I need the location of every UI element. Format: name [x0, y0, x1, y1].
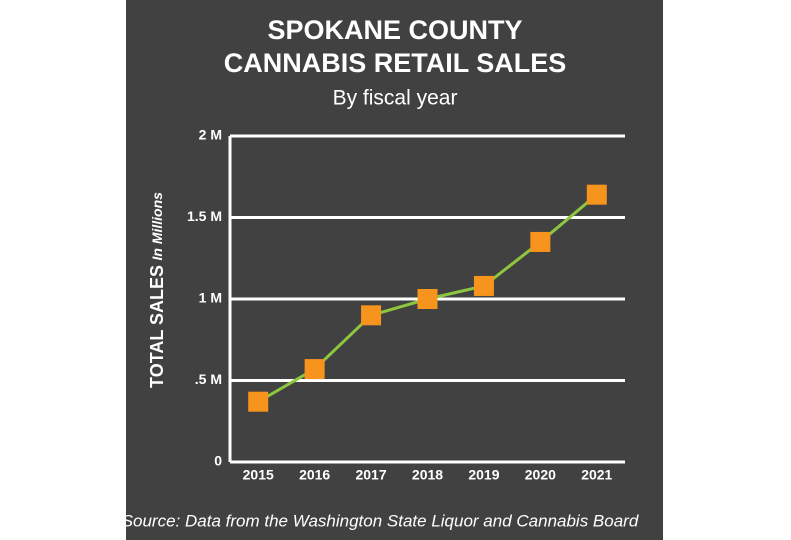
- marker: [304, 359, 325, 380]
- y-tick-label: 2 M: [199, 127, 222, 143]
- y-tick-label: 1.5 M: [187, 208, 222, 224]
- chart-title: SPOKANE COUNTY: [267, 15, 522, 45]
- x-tick-label: 2019: [468, 467, 499, 483]
- marker: [473, 275, 494, 296]
- marker: [361, 305, 382, 326]
- y-axis-title: TOTAL SALES: [147, 265, 167, 388]
- chart-title: CANNABIS RETAIL SALES: [224, 48, 567, 78]
- source-note: Source: Data from the Washington State L…: [122, 511, 639, 530]
- y-tick-label: .5 M: [195, 371, 222, 387]
- marker: [248, 391, 269, 412]
- x-tick-label: 2017: [355, 467, 386, 483]
- marker: [530, 231, 551, 252]
- y-axis-label: TOTAL SALES In Millions: [147, 192, 167, 388]
- y-tick-label: 1 M: [199, 290, 222, 306]
- y-tick-label: 0: [214, 453, 222, 469]
- x-tick-label: 2021: [581, 467, 612, 483]
- y-axis-note: In Millions: [149, 192, 165, 261]
- panel: [126, 0, 663, 540]
- chart-subtitle: By fiscal year: [333, 87, 458, 110]
- x-tick-label: 2020: [525, 467, 556, 483]
- x-tick-label: 2016: [299, 467, 330, 483]
- x-tick-label: 2018: [412, 467, 443, 483]
- marker: [586, 184, 607, 205]
- marker: [417, 289, 438, 309]
- x-tick-label: 2015: [243, 467, 274, 483]
